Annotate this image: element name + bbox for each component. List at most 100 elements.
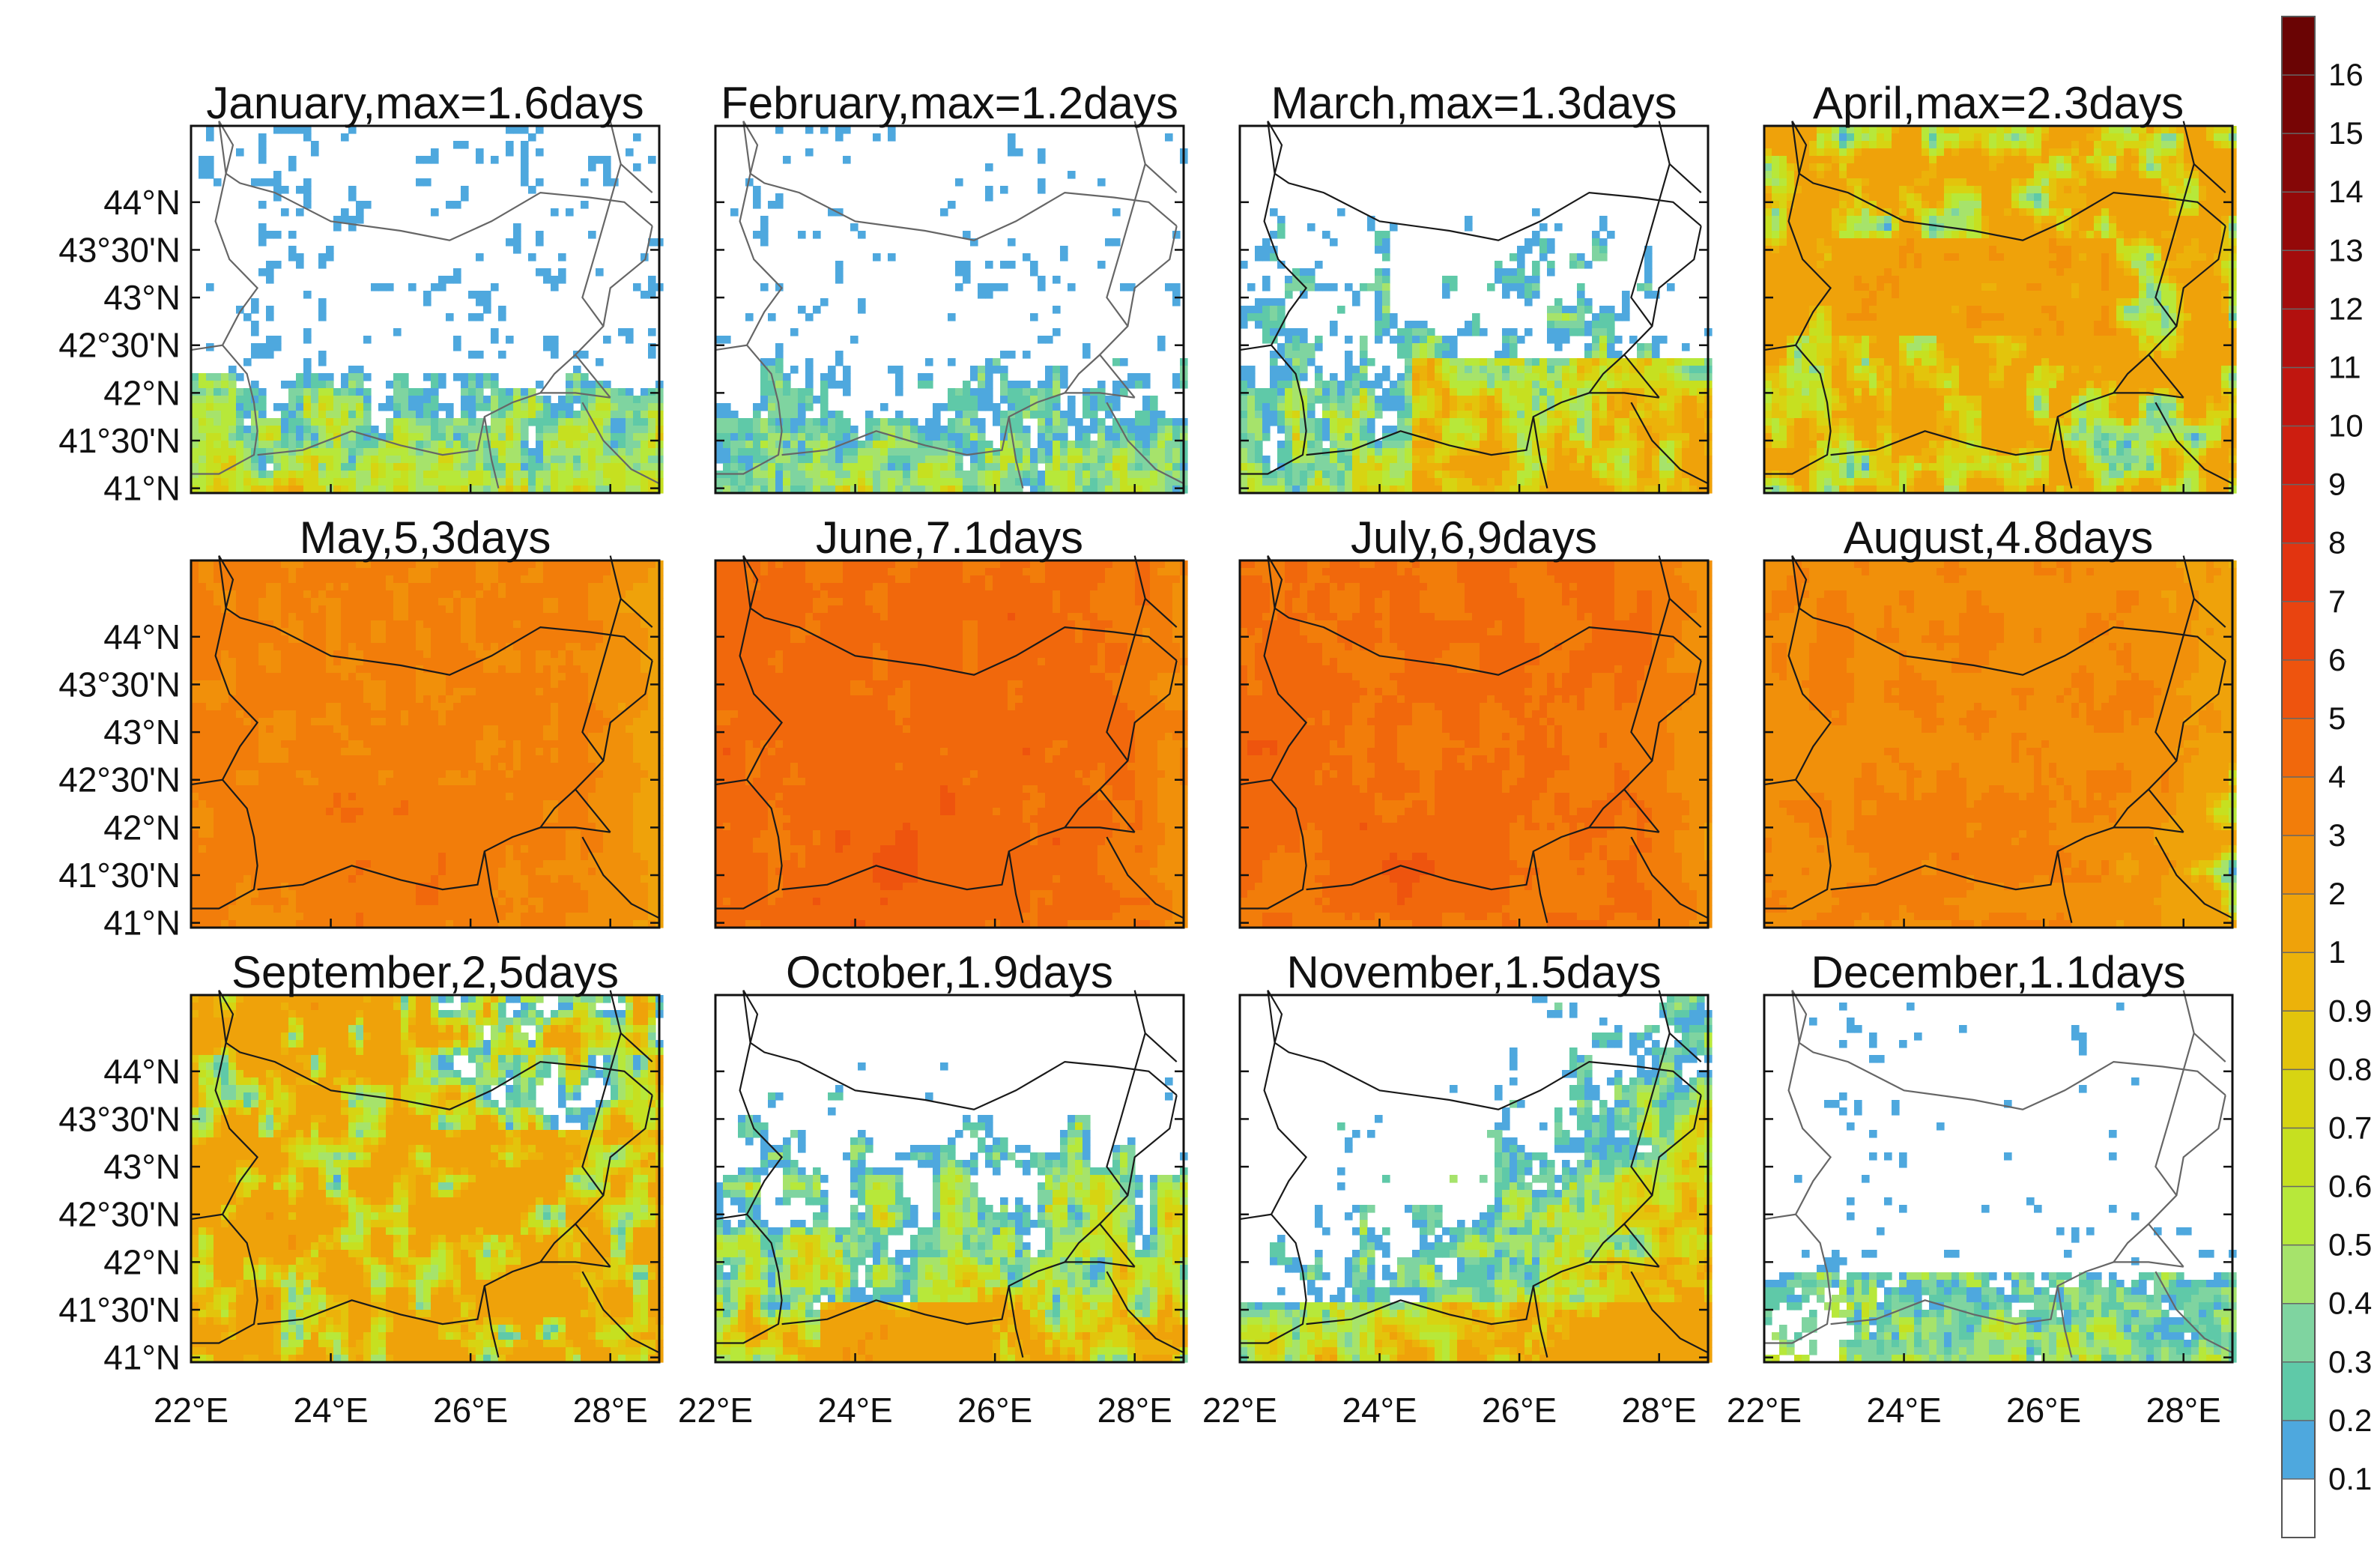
heat-cell — [648, 441, 656, 449]
heat-cell — [1779, 163, 1787, 172]
heat-cell — [2146, 253, 2155, 261]
heat-cell — [288, 246, 297, 254]
heat-cell — [513, 433, 521, 441]
heat-cell — [1682, 448, 1690, 456]
border-line — [1098, 226, 1178, 399]
heat-cell — [1629, 373, 1638, 381]
heat-cell — [1390, 388, 1398, 396]
heat-cell — [745, 463, 754, 471]
heat-cell — [311, 388, 319, 396]
heat-cell — [199, 486, 207, 494]
heat-cell — [1937, 291, 1945, 299]
heat-cell — [1120, 478, 1128, 486]
heat-cell — [1442, 373, 1450, 381]
heat-cell — [558, 463, 566, 471]
heat-cell — [551, 283, 559, 291]
heat-cell — [1659, 396, 1668, 404]
heat-cell — [513, 463, 521, 471]
heat-cell — [1802, 163, 1810, 172]
heat-cell — [1584, 433, 1593, 441]
heat-cell — [1465, 388, 1473, 396]
heat-cell — [2064, 261, 2072, 269]
heat-cell — [1682, 463, 1690, 471]
heat-cell — [828, 426, 836, 434]
heat-cell — [356, 411, 364, 419]
heat-cell — [1457, 403, 1465, 411]
heat-cell — [1989, 261, 1997, 269]
heat-cell — [1315, 261, 1323, 269]
heat-cell — [1240, 403, 1248, 411]
heat-cell — [348, 463, 357, 471]
heat-cell — [1637, 381, 1645, 389]
heat-cell — [2221, 156, 2229, 164]
heat-cell — [1839, 238, 1847, 247]
heat-cell — [843, 456, 851, 464]
heat-cell — [925, 471, 933, 479]
heat-cell — [1495, 268, 1503, 276]
heat-cell — [1172, 478, 1181, 486]
heat-cell — [288, 486, 297, 494]
heat-cell — [1599, 253, 1608, 261]
heat-cell — [491, 396, 499, 404]
heat-cell — [1450, 418, 1458, 426]
heat-cell — [1981, 223, 1990, 232]
heat-cell — [1599, 313, 1608, 321]
heat-cell — [251, 463, 259, 471]
heat-cell — [341, 456, 349, 464]
heat-cell — [1981, 178, 1990, 187]
heat-cell — [266, 418, 274, 426]
heat-cell — [2146, 156, 2155, 164]
heat-cell — [1367, 433, 1375, 441]
heat-cell — [2019, 126, 2027, 134]
heat-cell — [1637, 396, 1645, 404]
heat-cell — [551, 411, 559, 419]
heat-cell — [1142, 373, 1151, 381]
map-panel-february: February,max=1.2days — [714, 78, 1188, 495]
heat-cell — [2034, 163, 2042, 172]
heat-cell — [536, 463, 544, 471]
heat-cell — [1682, 373, 1690, 381]
heat-cell — [895, 411, 903, 419]
heat-cell — [985, 388, 993, 396]
heat-cell — [236, 306, 244, 314]
heat-cell — [1172, 291, 1181, 299]
heat-cell — [2146, 238, 2155, 247]
heat-cell — [820, 381, 829, 389]
heat-cell — [288, 426, 297, 434]
heat-cell — [348, 441, 357, 449]
heat-cell — [341, 441, 349, 449]
heat-cell — [1038, 276, 1046, 284]
heat-cell — [2161, 178, 2169, 187]
heat-cell — [2161, 201, 2169, 209]
heat-cell — [1899, 231, 1907, 239]
heat-cell — [1787, 178, 1795, 187]
heat-cell — [206, 411, 214, 419]
heat-cell — [1899, 276, 1907, 284]
heat-cell — [1802, 171, 1810, 179]
heat-cell — [221, 411, 229, 419]
heat-cell — [206, 163, 214, 172]
heat-cell — [2184, 268, 2192, 276]
heat-cell — [1832, 156, 1840, 164]
heat-cell — [1082, 403, 1091, 411]
heat-cell — [1015, 418, 1023, 426]
heat-cell — [1435, 456, 1443, 464]
heat-cell — [1877, 268, 1885, 276]
heat-cell — [303, 456, 312, 464]
heat-cell — [1038, 448, 1046, 456]
heat-cell — [2206, 261, 2214, 269]
heat-cell — [1659, 403, 1668, 411]
heat-cell — [1547, 381, 1555, 389]
heat-cell — [895, 381, 903, 389]
heat-cell — [760, 358, 769, 366]
heat-cell — [536, 231, 544, 239]
heat-cell — [1285, 276, 1293, 284]
heat-cell — [1532, 418, 1540, 426]
heat-cell — [468, 418, 476, 426]
heat-cell — [468, 456, 476, 464]
heat-cell — [1764, 283, 1772, 291]
heat-cell — [2094, 261, 2102, 269]
heat-cell — [1375, 403, 1383, 411]
heat-cell — [1442, 478, 1450, 486]
heat-cell — [356, 441, 364, 449]
